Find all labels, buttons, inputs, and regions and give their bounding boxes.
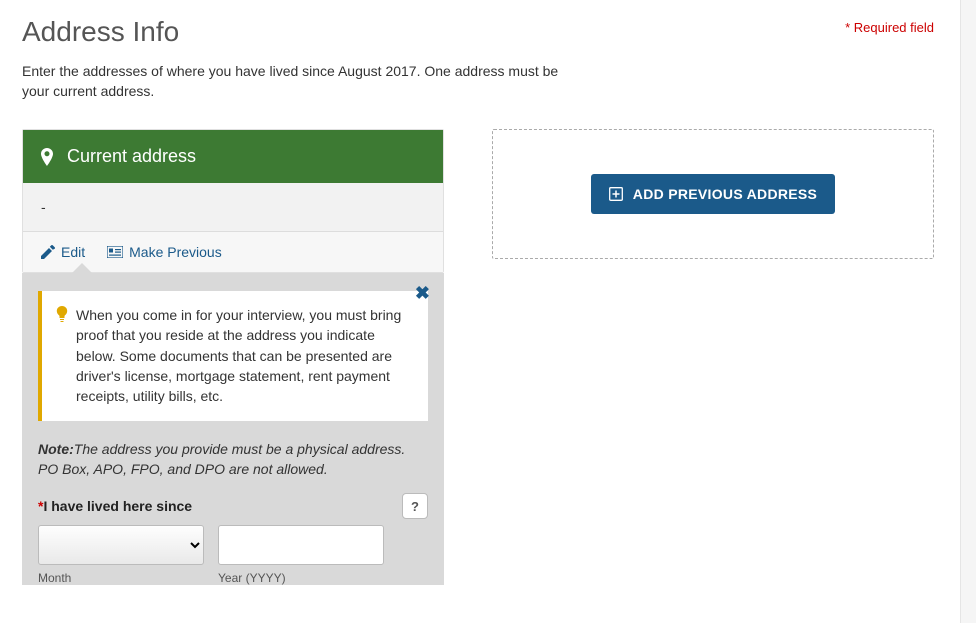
page-title: Address Info [22, 16, 845, 48]
help-button[interactable]: ? [402, 493, 428, 519]
year-input[interactable] [218, 525, 384, 565]
address-value: - [41, 199, 46, 215]
edit-link[interactable]: Edit [41, 244, 85, 260]
info-text: When you come in for your interview, you… [76, 305, 412, 406]
intro-text: Enter the addresses of where you have li… [22, 62, 582, 101]
current-address-card: Current address - Edit [22, 129, 444, 273]
pencil-icon [41, 245, 55, 259]
scrollbar-track[interactable] [960, 0, 976, 623]
card-header: Current address [23, 130, 443, 183]
required-field-note: * Required field [845, 20, 954, 35]
editor-panel: ✖ When you come in for your interview, y… [22, 273, 444, 585]
note-line: Note:The address you provide must be a p… [38, 439, 428, 480]
lived-since-label-text: I have lived here since [43, 498, 192, 514]
edit-label: Edit [61, 244, 85, 260]
close-icon[interactable]: ✖ [415, 283, 430, 304]
year-sublabel: Year (YYYY) [218, 571, 384, 585]
month-select[interactable] [38, 525, 204, 565]
add-previous-label: ADD PREVIOUS ADDRESS [633, 186, 817, 202]
plus-box-icon [609, 187, 623, 201]
add-previous-container: ADD PREVIOUS ADDRESS [492, 129, 934, 259]
id-card-icon [107, 246, 123, 258]
make-previous-link[interactable]: Make Previous [107, 244, 222, 260]
lived-since-label: *I have lived here since [38, 498, 394, 514]
note-label: Note: [38, 441, 74, 457]
info-callout: When you come in for your interview, you… [38, 291, 428, 420]
lightbulb-icon [56, 306, 68, 406]
month-sublabel: Month [38, 571, 204, 585]
add-previous-address-button[interactable]: ADD PREVIOUS ADDRESS [591, 174, 835, 214]
card-body: - [23, 183, 443, 232]
make-previous-label: Make Previous [129, 244, 222, 260]
map-marker-icon [41, 148, 53, 166]
note-text: The address you provide must be a physic… [38, 441, 405, 477]
card-title: Current address [67, 146, 196, 167]
